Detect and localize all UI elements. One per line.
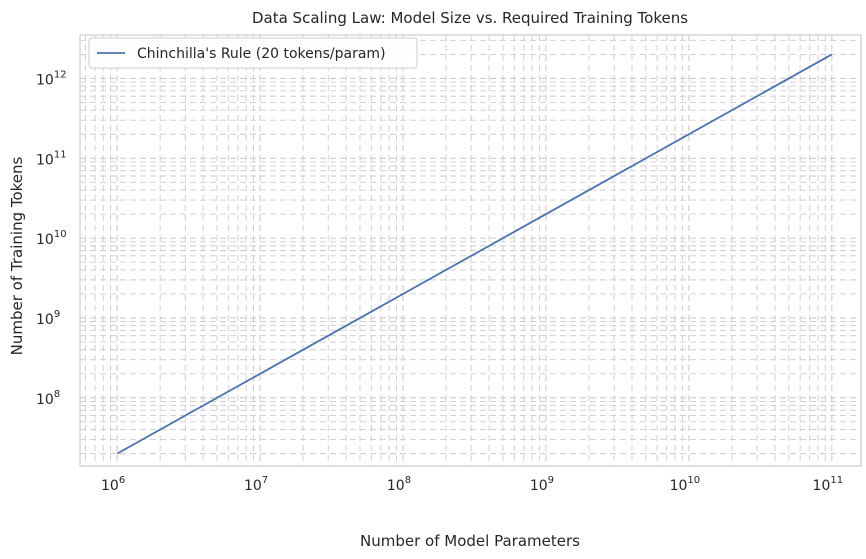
x-tick-label: 106 xyxy=(101,475,125,494)
x-tick-label: 109 xyxy=(530,475,554,494)
chart-title: Data Scaling Law: Model Size vs. Require… xyxy=(252,9,688,27)
y-tick-labels: 108 109 1010 1011 1012 xyxy=(36,69,67,407)
series-line-0 xyxy=(116,53,833,455)
y-tick-label: 1011 xyxy=(36,149,67,168)
y-tick-label: 108 xyxy=(36,389,60,408)
axes-frame xyxy=(79,34,862,467)
x-tick-label: 108 xyxy=(387,475,411,494)
x-axis-label: Number of Model Parameters xyxy=(360,532,580,550)
y-tick-label: 1012 xyxy=(36,69,67,88)
y-tick-label: 1010 xyxy=(36,229,67,248)
x-tick-label: 1010 xyxy=(670,475,701,494)
x-tick-label: 107 xyxy=(244,475,268,494)
x-tick-label: 1011 xyxy=(813,475,844,494)
legend-label: Chinchilla's Rule (20 tokens/param) xyxy=(137,46,386,62)
x-tick-labels: 106 107 108 109 1010 1011 xyxy=(101,475,843,494)
legend: Chinchilla's Rule (20 tokens/param) xyxy=(88,37,418,69)
y-tick-label: 109 xyxy=(36,309,60,328)
series-layer xyxy=(116,53,833,455)
legend-box xyxy=(88,37,418,69)
grid-lines xyxy=(80,35,861,466)
y-axis-label: Number of Training Tokens xyxy=(8,156,26,355)
